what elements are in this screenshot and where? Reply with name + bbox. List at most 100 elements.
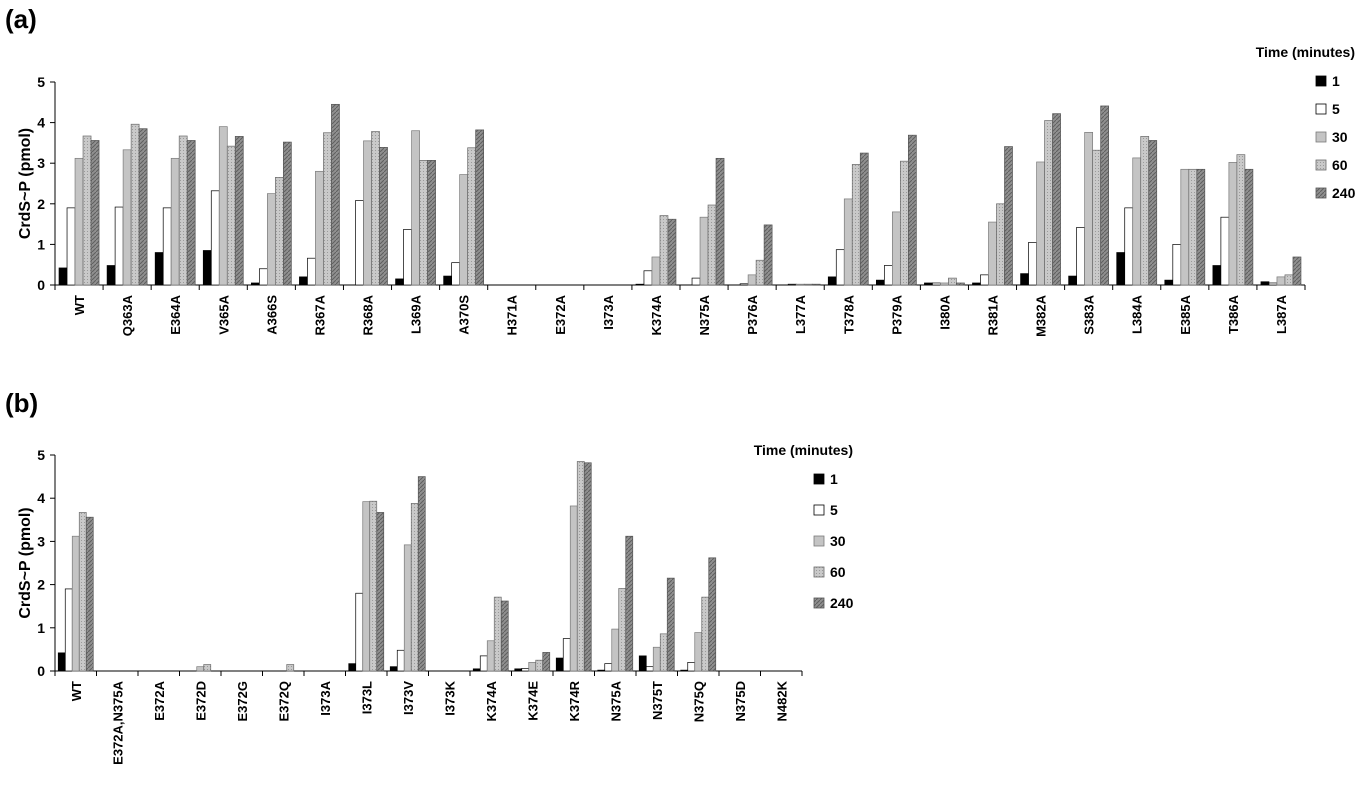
bar-5-min: [932, 282, 941, 286]
bar-30-min: [569, 505, 578, 672]
bar-5-min: [162, 207, 172, 286]
bar-30-min: [1180, 168, 1190, 286]
legend-swatch-60: [813, 566, 825, 578]
bar-5-min: [355, 592, 364, 672]
bar-240-min: [85, 516, 94, 672]
bar-1-min: [827, 276, 837, 286]
bar-1-min: [202, 250, 212, 286]
bar-60-min: [274, 177, 284, 286]
bar-5-min: [66, 207, 76, 286]
x-category-label: K374A: [649, 294, 664, 335]
bar-1-min: [1068, 275, 1078, 286]
bar-240-min: [90, 140, 100, 286]
bar-5-min: [739, 283, 749, 286]
bar-60-min: [226, 145, 236, 286]
chart-panel-a: (a) CrdS~P (pmol) 0 1 2 3 4 5 WT Q363A E364A V365A A…: [5, 4, 1356, 337]
bar-60-min: [203, 664, 212, 672]
bar-60-min: [323, 132, 332, 286]
y-tick-label: 5: [37, 447, 45, 463]
legend-label-30: 30: [1332, 129, 1348, 145]
x-category-label: E372Q: [276, 681, 291, 721]
bar-5-min: [562, 638, 571, 672]
x-category-label: M382A: [1034, 294, 1049, 337]
bar-240-min: [186, 140, 196, 286]
bar-240-min: [427, 160, 436, 286]
bar-5-min: [396, 649, 405, 672]
x-category-label: I373K: [442, 680, 457, 715]
bar-30-min: [74, 157, 84, 286]
bar-240-min: [625, 535, 634, 672]
x-category-label: E372A,N375A: [110, 680, 125, 764]
x-category-label: R367A: [312, 294, 327, 335]
y-axis-label: CrdS~P (pmol): [17, 128, 34, 239]
bar-30-min: [651, 256, 661, 286]
bar-5-min: [835, 249, 845, 286]
legend-label-60: 60: [1332, 157, 1348, 173]
bar-60-min: [1044, 120, 1053, 286]
x-category-label: N375A: [608, 680, 623, 721]
bar-240-min: [138, 128, 148, 286]
bar-30-min: [403, 544, 412, 672]
bar-240-min: [811, 283, 821, 286]
x-category-label: P376A: [745, 294, 760, 334]
legend-label-30: 30: [830, 533, 846, 549]
x-category-label: L387A: [1274, 294, 1289, 334]
bar-30-min: [266, 193, 276, 286]
bar-30-min: [1228, 162, 1238, 286]
x-category-label: E372D: [193, 681, 208, 721]
bar-240-min: [234, 136, 244, 286]
bar-1-min: [106, 265, 116, 286]
legend-swatch-1: [813, 473, 825, 485]
x-category-label: R368A: [361, 294, 376, 335]
bar-5-min: [403, 229, 412, 286]
x-category-label: E372A: [553, 294, 568, 334]
legend-label-5: 5: [1332, 101, 1340, 117]
bar-240-min: [379, 147, 388, 286]
y-tick-label: 2: [37, 577, 45, 593]
bar-5-min: [479, 655, 488, 672]
bar-60-min: [493, 596, 502, 672]
chart-panel-b: (b) CrdS~P (pmol) 0 1 2 3 4 5 WT E372A,N375A E372A…: [5, 388, 854, 765]
bar-5-min: [1220, 216, 1230, 286]
x-category-label: WT: [69, 681, 84, 701]
bar-5-min: [1124, 207, 1134, 286]
bar-240-min: [1148, 140, 1158, 286]
bar-240-min: [500, 600, 509, 672]
x-category-label: I373L: [359, 681, 374, 714]
bar-60-min: [659, 215, 669, 286]
bar-60-min: [369, 500, 378, 672]
panel-label: (b): [5, 388, 38, 418]
y-axis-label: CrdS~P (pmol): [17, 507, 34, 618]
x-category-label: E372A: [152, 680, 167, 720]
x-category-label: Q363A: [120, 294, 135, 336]
y-tick-label: 5: [37, 74, 45, 90]
legend-label-1: 1: [830, 471, 838, 487]
bar-1-min: [680, 669, 689, 672]
bar-60-min: [851, 164, 861, 286]
bar-60-min: [659, 633, 668, 672]
bar-60-min: [419, 160, 428, 286]
bar-1-min: [635, 283, 645, 286]
bar-240-min: [475, 129, 485, 286]
bar-1-min: [597, 669, 606, 672]
bar-240-min: [417, 476, 426, 672]
legend-swatch-1: [1315, 75, 1327, 87]
legend-swatch-240: [813, 597, 825, 609]
bar-1-min: [972, 282, 981, 286]
bar-30-min: [891, 211, 901, 286]
x-category-label: A370S: [457, 295, 472, 335]
bar-5-min: [643, 270, 653, 286]
bar-60-min: [899, 160, 909, 286]
bar-1-min: [875, 279, 885, 286]
bar-240-min: [1244, 168, 1254, 286]
x-category-label: K374E: [525, 681, 540, 721]
bar-30-min: [1036, 161, 1045, 286]
bar-1-min: [514, 668, 523, 672]
bar-1-min: [389, 666, 398, 672]
x-category-label: A366S: [264, 295, 279, 335]
bar-240-min: [1196, 168, 1206, 286]
x-category-label: I373V: [401, 681, 416, 715]
panel-label: (a): [5, 4, 37, 34]
bar-60-min: [1236, 154, 1246, 286]
